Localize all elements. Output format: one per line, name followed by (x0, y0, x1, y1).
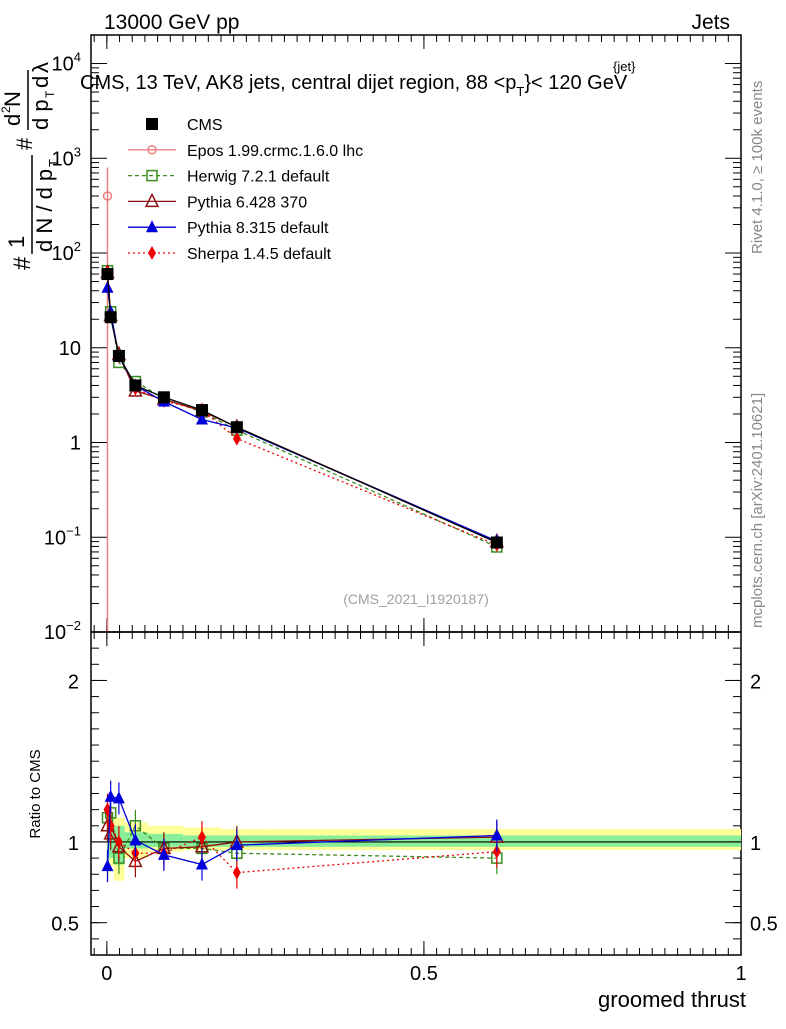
svg-text:CMS, 13 TeV, AK8 jets, central: CMS, 13 TeV, AK8 jets, central dijet reg… (80, 72, 628, 99)
series-sherpa-ratio-line (106, 809, 497, 874)
svg-text:d: d (28, 76, 53, 88)
series-sherpa-point (232, 431, 241, 446)
ratio-y-tick-label-right: 2 (750, 671, 761, 693)
legend-cms-label: CMS (187, 117, 223, 134)
svg-text:λ: λ (28, 62, 53, 73)
series-pythia-ratio-point (490, 828, 503, 841)
main-y-tick-label: 10−1 (44, 523, 81, 549)
ratio-y-tick-label: 1 (68, 833, 79, 855)
legend-epos-marker (147, 145, 157, 155)
main-y-tick-label: 10 (59, 338, 81, 360)
series-cms-point (230, 421, 243, 434)
series-pythia-line (106, 272, 498, 543)
series-epos-point (102, 191, 113, 201)
analysis-watermark: (CMS_2021_I1920187) (343, 591, 489, 607)
x-tick-label: 0 (101, 963, 112, 985)
series-cms-point (101, 268, 114, 281)
svg-text:d p: d p (28, 99, 53, 130)
main-y-tick-label: 10−2 (44, 618, 81, 644)
side-label-top: Rivet 4.1.0, ≥ 100k events (749, 81, 766, 254)
series-pythia-ratio-point (101, 859, 114, 872)
legend-herwig-marker (146, 169, 158, 182)
title-sub: T (516, 84, 524, 99)
svg-text:T: T (43, 90, 57, 98)
ratio-y-tick-label-right: 0.5 (750, 914, 778, 936)
title-end: }< 120 GeV (524, 72, 628, 94)
series-cms-point (490, 536, 503, 549)
series-sherpa-line (106, 271, 498, 546)
side-label-bottom: mcplots.cern.ch [arXiv:2401.10621] (749, 393, 766, 628)
svg-text:T: T (46, 159, 61, 167)
svg-text:1: 1 (4, 236, 29, 248)
ratio-y-tick-label: 2 (68, 671, 79, 693)
main-y-tick-label: 1 (70, 433, 81, 455)
legend-pythia-marker (144, 192, 160, 208)
series-sherpa-ratio-point (492, 844, 501, 859)
main-y-tick-label: 103 (52, 144, 81, 170)
svg-text:#: # (9, 256, 36, 270)
legend-epos-label: Epos 1.99.crmc.1.6.0 lhc (187, 143, 363, 160)
ratio-plot-frame (90, 631, 742, 956)
ratio-y-label: Ratio to CMS (27, 749, 44, 838)
main-y-tick-label: 102 (52, 239, 81, 265)
series-cms-point (104, 311, 117, 324)
legend-herwig-label: Herwig 7.2.1 default (187, 169, 330, 186)
plot-title: CMS, 13 TeV, AK8 jets, central dijet reg… (80, 59, 636, 99)
series-pythia-ratio-point (157, 847, 170, 860)
header-right: Jets (691, 11, 730, 34)
series-cms-line (106, 273, 498, 544)
legend-sherpa-marker (148, 246, 156, 260)
svg-text:2: 2 (0, 106, 13, 113)
legend-cms-marker (146, 118, 158, 130)
series-sherpa-ratio-point (114, 834, 123, 849)
legend: CMS Epos 1.99.crmc.1.6.0 lhc Herwig 7.2.1 … (128, 117, 363, 263)
ratio-band-inner (109, 827, 114, 859)
ratio-band-inner (221, 835, 266, 847)
main-y-tick-label: 104 (52, 50, 81, 76)
title-sup: {jet} (613, 59, 636, 74)
legend-pythia-marker (146, 220, 158, 233)
series-pythia-point (101, 280, 114, 293)
series-pythia-ratio-line (106, 825, 497, 863)
legend-pythia-label: Pythia 6.428 370 (187, 194, 307, 211)
legend-sherpa-label: Sherpa 1.4.5 default (187, 246, 332, 263)
series-herwig-line (106, 270, 498, 548)
legend-pythia-label: Pythia 8.315 default (187, 220, 329, 237)
svg-text:#: # (12, 137, 37, 150)
x-tick-label: 0.5 (410, 963, 438, 985)
ratio-y-tick-label: 0.5 (51, 914, 79, 936)
series-pythia-line (106, 287, 498, 542)
svg-text:N: N (0, 91, 25, 107)
series-sherpa-ratio-point (197, 830, 206, 845)
series-cms-point (129, 379, 142, 392)
series-cms-point (195, 404, 208, 417)
series-pythia-ratio-point (112, 791, 125, 804)
x-tick-label: 1 (735, 963, 746, 985)
series-pythia-ratio-point (230, 838, 243, 851)
title-main: CMS, 13 TeV, AK8 jets, central dijet reg… (80, 72, 516, 94)
series-pythia-ratio-point (104, 789, 117, 802)
svg-text:d: d (0, 114, 25, 126)
header-left: 13000 GeV pp (104, 11, 239, 34)
series-pythia-point (195, 412, 208, 425)
series-herwig-ratio-line (106, 811, 497, 861)
series-cms-point (157, 391, 170, 404)
series-pythia-ratio-point (195, 857, 208, 870)
main-y-label: # 1 d N / d p T # d 2 N d p T d λ (0, 62, 61, 270)
series-cms-point (112, 349, 125, 362)
series-sherpa-ratio-point (232, 865, 241, 880)
ratio-y-tick-label-right: 1 (750, 833, 761, 855)
svg-text:d N / d p: d N / d p (32, 169, 57, 252)
x-axis-label: groomed thrust (598, 987, 746, 1012)
series-pythia-ratio-point (129, 833, 142, 846)
